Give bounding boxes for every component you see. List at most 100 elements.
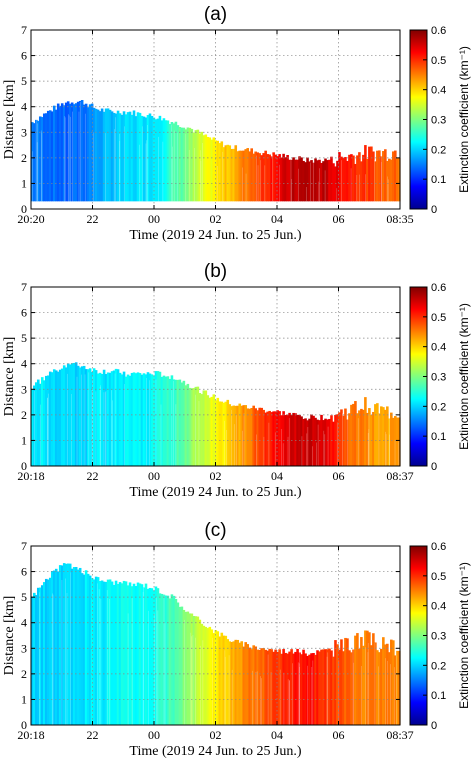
data-column: [186, 127, 190, 202]
data-column: [232, 148, 236, 202]
data-column: [34, 382, 38, 466]
data-column: [260, 155, 263, 202]
data-column: [386, 406, 389, 466]
data-column: [72, 567, 76, 725]
data-column: [376, 650, 379, 725]
data-column: [298, 156, 301, 202]
data-column: [388, 158, 391, 202]
data-column: [166, 595, 170, 725]
data-column: [104, 581, 108, 725]
data-column: [284, 652, 287, 725]
data-column: [214, 400, 218, 466]
data-column: [132, 372, 136, 466]
data-column: [266, 154, 269, 202]
data-column: [320, 162, 323, 202]
data-column: [330, 650, 333, 725]
data-column: [380, 406, 383, 466]
data-column: [246, 408, 250, 466]
data-column: [32, 385, 36, 466]
data-column: [254, 408, 257, 466]
data-column: [140, 374, 144, 466]
data-column: [100, 580, 104, 725]
data-column: [326, 160, 329, 202]
data-column: [162, 118, 166, 202]
data-column: [122, 580, 126, 725]
data-column: [308, 161, 311, 202]
data-column: [116, 110, 120, 202]
data-column: [336, 160, 339, 202]
data-column: [126, 112, 130, 202]
data-column: [90, 103, 94, 202]
y-tick-label: 6: [21, 306, 27, 320]
data-column: [392, 151, 395, 202]
data-column: [282, 153, 285, 202]
data-column: [204, 390, 208, 466]
data-column: [364, 630, 367, 725]
data-column: [154, 586, 158, 725]
data-column: [92, 579, 96, 725]
data-column: [106, 108, 110, 202]
data-column: [174, 121, 178, 202]
data-column: [100, 374, 104, 466]
data-column: [42, 582, 46, 725]
data-column: [164, 376, 168, 466]
data-column: [92, 368, 96, 466]
data-column: [352, 649, 355, 725]
data-column: [138, 373, 142, 466]
data-column: [290, 159, 293, 202]
data-column: [352, 155, 355, 202]
data-column: [142, 116, 146, 202]
data-column: [202, 625, 206, 725]
data-column: [274, 154, 277, 202]
data-column: [132, 583, 136, 725]
data-column: [126, 374, 130, 466]
data-column: [338, 649, 341, 725]
data-column: [264, 412, 267, 466]
data-column: [142, 587, 146, 725]
data-column: [234, 405, 238, 466]
data-column: [346, 160, 349, 202]
data-column: [346, 419, 349, 466]
data-column: [316, 650, 319, 725]
data-column: [266, 411, 269, 466]
y-tick-label: 7: [21, 280, 27, 294]
data-column: [258, 407, 261, 466]
data-column: [292, 412, 295, 466]
data-column: [170, 122, 174, 202]
data-column: [312, 653, 315, 725]
y-tick-label: 5: [21, 74, 27, 88]
data-column: [200, 131, 204, 202]
heatmap-layer: [30, 100, 401, 202]
data-column: [364, 145, 367, 202]
data-column: [386, 643, 389, 725]
colorbar-tick-label: 0.2: [431, 660, 446, 672]
data-column: [52, 105, 56, 202]
data-column: [212, 633, 216, 725]
data-column: [276, 156, 279, 202]
data-column: [230, 406, 234, 466]
data-column: [296, 414, 299, 466]
data-column: [164, 120, 168, 202]
data-column: [188, 127, 192, 202]
data-column: [152, 590, 156, 725]
data-column: [382, 637, 385, 725]
data-column: [264, 150, 267, 202]
data-column: [136, 112, 140, 202]
data-column: [170, 375, 174, 466]
data-column: [184, 385, 188, 466]
data-column: [98, 111, 102, 202]
data-column: [120, 583, 124, 725]
data-column: [48, 110, 52, 202]
data-column: [294, 159, 297, 202]
data-column: [130, 372, 134, 466]
data-column: [116, 369, 120, 466]
data-column: [36, 379, 40, 466]
data-column: [190, 613, 194, 725]
data-column: [316, 160, 319, 202]
data-column: [208, 397, 212, 466]
data-column: [274, 411, 277, 466]
data-column: [268, 410, 271, 466]
data-column: [382, 151, 385, 202]
data-column: [358, 152, 361, 202]
data-column: [172, 595, 176, 725]
